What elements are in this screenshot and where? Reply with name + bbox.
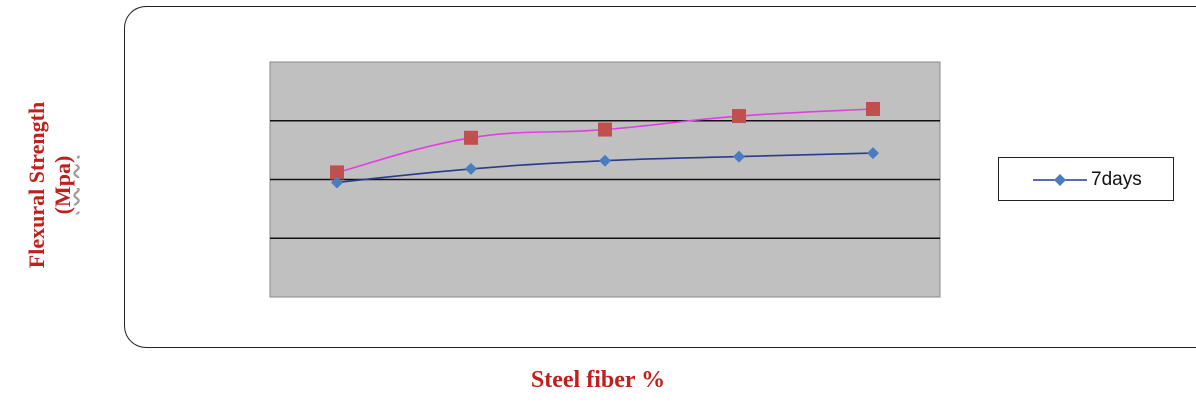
legend: 7days xyxy=(998,157,1174,201)
series-1-point-2 xyxy=(465,162,477,175)
legend-diamond-marker xyxy=(1054,174,1066,186)
series-1-point-1 xyxy=(331,176,343,189)
series-1-point-5 xyxy=(867,147,879,160)
series-2-point-2 xyxy=(464,130,478,145)
series-2-point-4 xyxy=(732,109,746,124)
series-2-point-1 xyxy=(330,165,344,180)
chart-frame xyxy=(124,6,1196,348)
series-layer xyxy=(330,102,880,189)
legend-key xyxy=(1033,174,1087,186)
x-axis-label: Steel fiber % xyxy=(530,367,666,393)
series-1-point-4 xyxy=(733,150,745,163)
series-2-point-5 xyxy=(866,102,880,116)
series-1-point-3 xyxy=(599,154,611,167)
legend-label-7days: 7days xyxy=(1091,169,1142,190)
gridlines xyxy=(270,120,940,239)
series-2-point-3 xyxy=(598,122,612,137)
